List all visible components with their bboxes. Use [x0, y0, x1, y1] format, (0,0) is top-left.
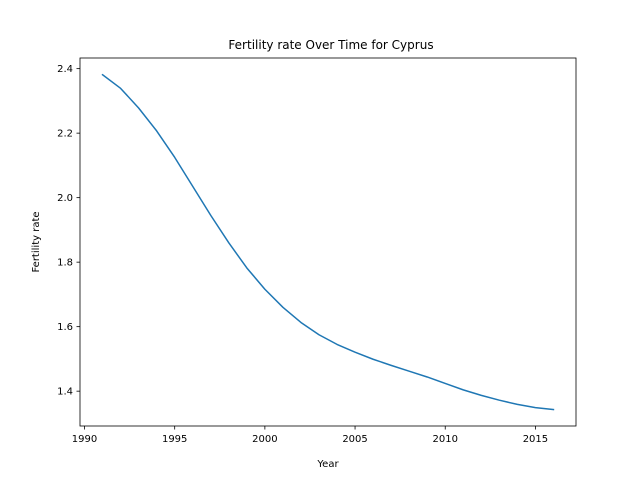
y-tick-label-5: 2.4	[57, 64, 73, 75]
y-tick-label-4: 2.2	[57, 129, 73, 140]
y-tick-label-1: 1.6	[57, 322, 73, 333]
x-tick-label-3: 2005	[342, 434, 367, 445]
x-tick-label-5: 2015	[523, 434, 548, 445]
x-tick-label-1: 1995	[162, 434, 187, 445]
plot-area: 1990 1995 2000 2005 2010 2015 1.4 1.6 1.8 2.0 2.2 2…	[57, 57, 577, 445]
x-tick-label-0: 1990	[72, 434, 97, 445]
y-tick-label-0: 1.4	[57, 387, 73, 398]
x-axis-label: Year	[316, 459, 339, 470]
axes-frame	[79, 57, 577, 427]
x-tick-label-2: 2000	[252, 434, 277, 445]
chart-title: Fertility rate Over Time for Cyprus	[228, 38, 433, 52]
series-line-0	[101, 73, 555, 411]
y-tick-label-2: 1.8	[57, 258, 73, 269]
x-tick-label-4: 2010	[433, 434, 458, 445]
y-axis-label: Fertility rate	[31, 211, 42, 272]
y-tick-label-3: 2.0	[57, 193, 73, 204]
